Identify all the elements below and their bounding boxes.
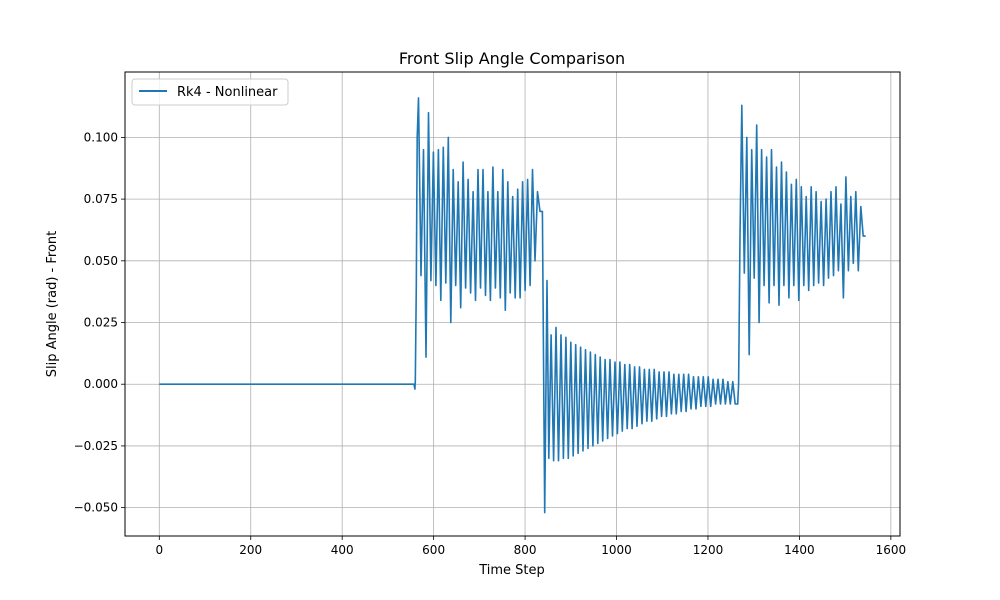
x-tick-label: 1200 xyxy=(693,543,724,557)
y-tick-label: −0.025 xyxy=(74,439,118,453)
x-tick-label: 1600 xyxy=(876,543,907,557)
series-line-0 xyxy=(159,97,866,514)
legend-label: Rk4 - Nonlinear xyxy=(177,85,278,100)
x-axis-label: Time Step xyxy=(478,563,545,578)
chart-title: Front Slip Angle Comparison xyxy=(399,49,625,68)
legend: Rk4 - Nonlinear xyxy=(131,78,289,106)
legend-box xyxy=(131,78,289,106)
x-tick-label: 1000 xyxy=(601,543,632,557)
y-tick-label: 0.000 xyxy=(84,377,118,391)
y-axis: −0.050 −0.025 0.000 0.025 0.050 0.075 0.100 xyxy=(74,130,125,515)
y-tick-label: 0.050 xyxy=(84,254,118,268)
x-tick-label: 800 xyxy=(514,543,537,557)
y-tick-label: 0.025 xyxy=(84,316,118,330)
x-tick-label: 200 xyxy=(239,543,262,557)
y-tick-label: 0.075 xyxy=(84,192,118,206)
axes-frame xyxy=(124,71,901,537)
y-tick-label: −0.050 xyxy=(74,501,118,515)
y-axis-label: Slip Angle (rad) - Front xyxy=(45,231,60,378)
plot-area xyxy=(159,97,866,514)
x-tick-label: 600 xyxy=(422,543,445,557)
x-tick-label: 400 xyxy=(331,543,354,557)
x-tick-label: 1400 xyxy=(784,543,815,557)
x-tick-label: 0 xyxy=(155,543,163,557)
y-tick-label: 0.100 xyxy=(84,130,118,144)
x-axis: 0 200 400 600 800 1000 1200 1400 1600 xyxy=(155,536,906,557)
